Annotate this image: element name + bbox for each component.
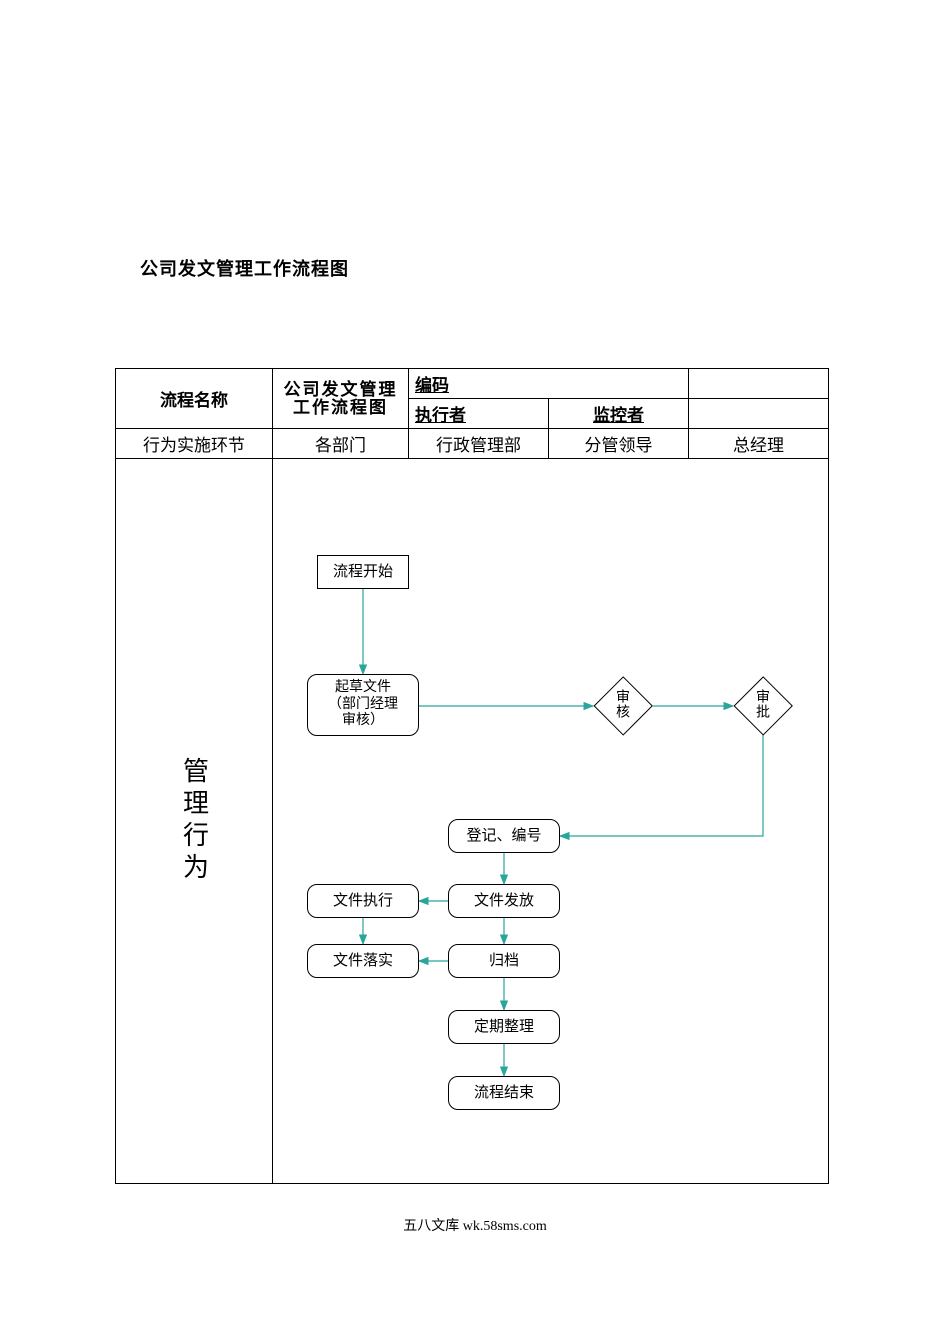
page: 公司发文管理工作流程图 流程名称 公司发文管理工作流程图 编码 执行者 监控者 …	[0, 0, 950, 1344]
hdr-monitor-empty	[689, 399, 829, 429]
edge-approve-register	[560, 724, 763, 836]
node-register: 登记、编号	[448, 819, 560, 853]
node-start: 流程开始	[317, 555, 409, 589]
node-impl: 文件落实	[307, 944, 419, 978]
hdr-code: 编码	[409, 369, 689, 399]
hdr-executor: 执行者	[409, 399, 549, 429]
hdr-code-label: 编码	[415, 376, 449, 395]
col-stage: 行为实施环节	[116, 429, 273, 459]
node-end: 流程结束	[448, 1076, 560, 1110]
hdr-monitor: 监控者	[549, 399, 689, 429]
hdr-process-name: 流程名称	[116, 369, 273, 429]
col-gm: 总经理	[689, 429, 829, 459]
node-draft: 起草文件 （部门经理 审核）	[307, 674, 419, 736]
process-name-value: 公司发文管理工作流程图	[273, 369, 409, 429]
row-label-behavior: 管理行为	[116, 459, 273, 1184]
col-dept: 各部门	[273, 429, 409, 459]
hdr-code-empty	[689, 369, 829, 399]
col-admin: 行政管理部	[409, 429, 549, 459]
page-footer: 五八文库 wk.58sms.com	[0, 1215, 950, 1235]
col-leader: 分管领导	[549, 429, 689, 459]
process-table: 流程名称 公司发文管理工作流程图 编码 执行者 监控者 行为实施环节 各部门 行…	[115, 368, 829, 1184]
node-tidy: 定期整理	[448, 1010, 560, 1044]
node-exec: 文件执行	[307, 884, 419, 918]
node-dispatch: 文件发放	[448, 884, 560, 918]
node-archive: 归档	[448, 944, 560, 978]
flow-diagram: 流程开始起草文件 （部门经理 审核）审 核审 批登记、编号文件执行文件发放文件落…	[273, 459, 828, 1183]
document-title: 公司发文管理工作流程图	[140, 255, 349, 281]
diagram-cell: 流程开始起草文件 （部门经理 审核）审 核审 批登记、编号文件执行文件发放文件落…	[273, 459, 829, 1184]
